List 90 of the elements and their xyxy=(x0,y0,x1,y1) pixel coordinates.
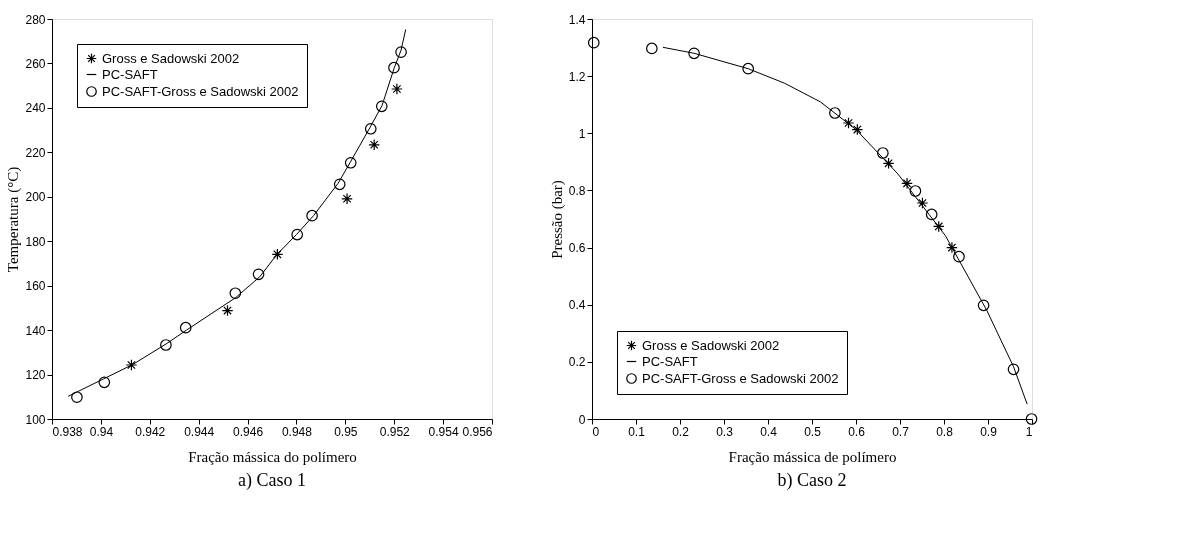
x-tick-label: 0.946 xyxy=(233,424,264,439)
x-tick-label: 0.952 xyxy=(379,424,411,439)
point xyxy=(375,100,388,113)
y-tick-label: 0.4 xyxy=(568,298,586,313)
point xyxy=(851,123,864,136)
x-tick-label: 0.956 xyxy=(462,424,493,439)
point xyxy=(977,299,990,312)
point xyxy=(1007,363,1020,376)
point xyxy=(395,46,407,58)
y-tick-label: 180 xyxy=(25,234,46,249)
x-tick-label: 0.4 xyxy=(760,424,778,439)
point xyxy=(252,268,265,281)
x-tick-label: 0.95 xyxy=(334,424,358,439)
y-tick-label: 120 xyxy=(25,368,46,383)
legend-label: PC-SAFT xyxy=(642,353,698,369)
point xyxy=(391,83,403,95)
y-tick-label: 0.2 xyxy=(568,355,586,370)
y-tick-label: 160 xyxy=(25,279,46,294)
x-tick-label: 0.3 xyxy=(716,424,734,439)
point xyxy=(333,178,346,191)
point xyxy=(1025,413,1038,425)
x-tick-label: 1 xyxy=(1025,424,1033,439)
point xyxy=(829,107,841,119)
point xyxy=(909,185,922,197)
y-tick-label: 220 xyxy=(25,145,46,160)
x-tick-label: 0.954 xyxy=(428,424,459,439)
y-tick-label: 0 xyxy=(578,412,586,427)
text: a) Caso 1 xyxy=(238,470,306,491)
point xyxy=(98,376,111,389)
point xyxy=(587,36,600,49)
x-tick-label: 0.6 xyxy=(848,424,866,439)
point xyxy=(364,122,377,135)
y-tick-label: 260 xyxy=(25,56,46,71)
legend-label: PC-SAFT-Gross e Sadowski 2002 xyxy=(642,370,839,386)
x-tick-label: 0.94 xyxy=(89,424,114,439)
point xyxy=(344,156,357,169)
x-tick-label: 0.942 xyxy=(135,424,166,439)
point xyxy=(291,228,304,241)
point xyxy=(916,197,929,209)
x-tick-label: 0.938 xyxy=(52,424,83,439)
y-axis-title: Pressão (bar) xyxy=(548,180,566,259)
point xyxy=(388,61,400,74)
x-tick-label: 0.944 xyxy=(184,424,215,439)
point xyxy=(688,47,700,60)
y-tick-label: 140 xyxy=(25,323,46,338)
x-tick-label: 0.1 xyxy=(628,424,646,439)
point xyxy=(646,42,658,55)
x-tick-label: 0.8 xyxy=(936,424,954,439)
x-tick-label: 0.948 xyxy=(281,424,313,439)
y-tick-label: 1.4 xyxy=(568,12,586,27)
y-tick-label: 280 xyxy=(25,12,46,27)
point xyxy=(842,117,855,129)
point xyxy=(160,339,172,351)
legend-label: PC-SAFT xyxy=(102,66,158,82)
point xyxy=(901,177,913,190)
y-tick-label: 240 xyxy=(25,101,46,116)
point xyxy=(125,359,138,371)
x-axis-title: Fração mássica do polímero xyxy=(188,448,357,465)
point xyxy=(932,220,945,233)
y-axis-title: Temperatura (°C) xyxy=(5,166,23,273)
point xyxy=(882,157,895,170)
point xyxy=(71,391,83,404)
y-tick-label: 0.8 xyxy=(568,183,586,198)
x-tick-label: 0.2 xyxy=(672,424,690,439)
legend-label: Gross e Sadowski 2002 xyxy=(642,337,780,353)
y-tick-label: 0.6 xyxy=(568,241,586,256)
y-tick-label: 1.2 xyxy=(568,69,586,84)
point xyxy=(341,192,353,205)
point xyxy=(946,241,958,254)
point xyxy=(925,208,938,221)
legend-label: Gross e Sadowski 2002 xyxy=(102,50,240,66)
y-tick-label: 1 xyxy=(578,126,586,141)
point xyxy=(229,287,242,300)
point xyxy=(271,248,284,261)
legend-label: PC-SAFT-Gross e Sadowski 2002 xyxy=(102,83,299,99)
point xyxy=(179,321,192,334)
point xyxy=(742,62,755,75)
text: b) Caso 2 xyxy=(777,470,847,491)
point xyxy=(953,250,965,263)
x-tick-label: 0.7 xyxy=(892,424,910,439)
y-tick-label: 100 xyxy=(25,412,46,427)
x-tick-label: 0.5 xyxy=(804,424,822,439)
point xyxy=(306,209,318,222)
x-tick-label: 0.9 xyxy=(980,424,998,439)
point xyxy=(368,138,381,151)
point xyxy=(877,147,889,159)
x-axis-title: Fração mássica de polímero xyxy=(728,448,897,465)
point xyxy=(221,304,234,317)
y-tick-label: 200 xyxy=(25,190,46,205)
x-tick-label: 0 xyxy=(592,424,600,439)
